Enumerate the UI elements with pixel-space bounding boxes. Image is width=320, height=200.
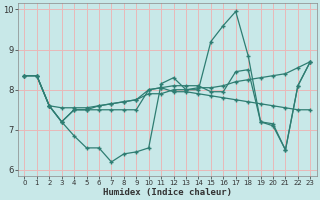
X-axis label: Humidex (Indice chaleur): Humidex (Indice chaleur) bbox=[103, 188, 232, 197]
